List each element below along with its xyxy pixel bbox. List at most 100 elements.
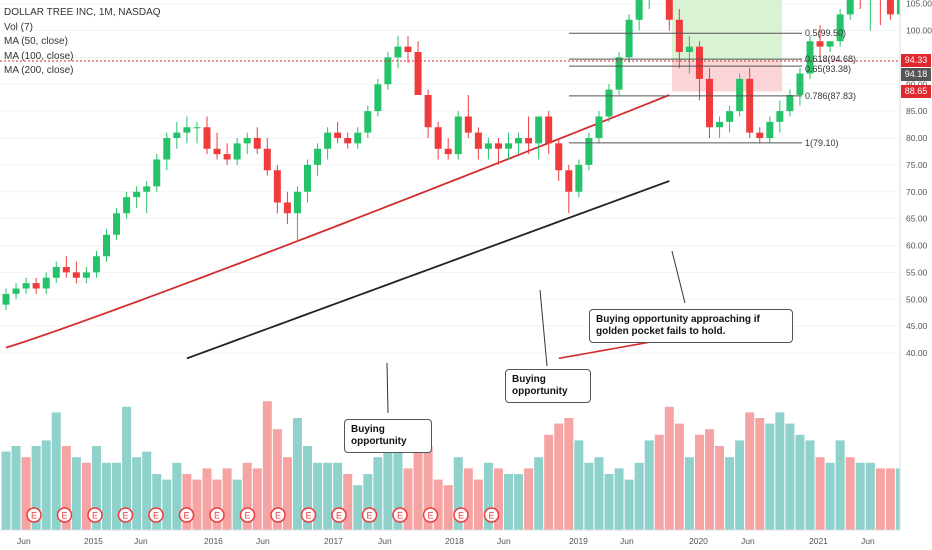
candle-body (454, 116, 462, 155)
price-tick-label: 80.00 (906, 133, 928, 143)
candle-body (183, 127, 191, 133)
candle-body (304, 164, 311, 192)
symbol-title: DOLLAR TREE INC, 1M, NASDAQ (4, 7, 161, 18)
volume-bar (413, 440, 423, 530)
volume-bar (544, 434, 554, 530)
candle-body (535, 116, 543, 144)
time-tick-label: Jun (256, 536, 270, 546)
candle-body (123, 197, 131, 214)
earnings-marker (148, 507, 164, 523)
time-tick-label: Jun (620, 536, 634, 546)
fib-label: 0.65(93.38) (805, 64, 851, 74)
candle-body (474, 132, 482, 149)
earnings-marker (392, 507, 408, 523)
candle-body (103, 234, 110, 257)
candle-body (92, 256, 100, 273)
candle-body (756, 132, 764, 138)
earnings-marker (87, 507, 103, 523)
time-tick-label: 2015 (84, 536, 103, 546)
candle-body (193, 127, 201, 129)
callout-leaders (386, 250, 686, 414)
annotation-buying-opportunity-2[interactable]: Buying opportunity (505, 369, 591, 403)
price-tick-label: 60.00 (906, 241, 928, 251)
volume-bar (102, 462, 111, 530)
time-tick-label: Jun (378, 536, 392, 546)
candle-body (324, 132, 332, 149)
candle-body (334, 132, 342, 138)
volume-bar (91, 446, 101, 530)
indicator-ma-100[interactable]: MA (100, close) (4, 50, 74, 62)
time-axis: Jun 2015 Jun 2016 Jun 2017 Jun 2018 Jun 2019 Jun 20… (0, 529, 900, 546)
volume-bar (875, 468, 885, 530)
candle-body (716, 121, 724, 128)
annotation-golden-pocket[interactable]: Buying opportunity approaching if golden… (589, 309, 793, 343)
candle-body (886, 0, 894, 15)
volume-bar (242, 462, 252, 530)
candle-body (625, 19, 633, 58)
volume-bar (835, 440, 845, 530)
volume-bar (554, 423, 564, 530)
price-tick-label: 40.00 (906, 348, 928, 358)
volume-bar (624, 479, 634, 530)
volume-bar (805, 440, 815, 530)
candle-body (253, 138, 261, 149)
earnings-marker-label: E (458, 511, 464, 521)
candle-body (706, 78, 713, 128)
candle-body (746, 78, 754, 133)
volume-bar (504, 474, 513, 530)
fib-label: 0.786(87.83) (805, 91, 856, 101)
candle-body (42, 277, 50, 289)
candle-body (525, 138, 533, 144)
time-tick-label: 2021 (809, 536, 828, 546)
volume-bar (192, 479, 202, 530)
volume-bar (524, 468, 534, 530)
risk-reward-zones (672, 0, 782, 92)
volume-bar (594, 457, 604, 530)
candle-body (314, 148, 322, 165)
earnings-marker (300, 507, 317, 523)
volume-bar (31, 446, 41, 530)
earnings-marker (422, 507, 439, 523)
earnings-marker (26, 507, 42, 523)
volume-bar (282, 457, 292, 530)
volume-bar (303, 446, 312, 530)
volume-bar (715, 446, 725, 530)
earnings-marker-label: E (31, 511, 37, 521)
candle-body (635, 0, 643, 20)
candle-body (133, 191, 141, 198)
volume-bar (755, 418, 765, 530)
leader-line (386, 362, 389, 414)
candle-body (414, 52, 422, 95)
chart-legend: DOLLAR TREE INC, 1M, NASDAQ Vol (7) MA (… (4, 6, 161, 79)
volume-bar (403, 468, 413, 530)
earnings-marker-label: E (397, 511, 403, 521)
candle-body (464, 116, 472, 133)
candle-body (595, 116, 603, 138)
volume-bar (885, 468, 895, 530)
volume-bar (483, 462, 493, 530)
volume-bar (51, 412, 61, 530)
volume-bar (172, 462, 182, 530)
price-tick-label: 75.00 (906, 160, 928, 170)
annotation-text: Buying opportunity (512, 374, 568, 397)
candle-body (836, 14, 844, 42)
earnings-marker-label: E (61, 511, 67, 521)
candle-body (364, 111, 372, 133)
price-tag: 88.65 (901, 85, 931, 98)
candle-body (615, 57, 623, 90)
earnings-marker-label: E (92, 511, 98, 521)
earnings-marker-label: E (214, 511, 220, 521)
indicator-ma-50[interactable]: MA (50, close) (4, 36, 68, 47)
earnings-marker-label: E (366, 511, 372, 521)
time-tick-label: 2019 (569, 536, 588, 546)
ma-100-line (186, 180, 670, 360)
volume-bar (493, 468, 503, 530)
volume-bar (534, 457, 544, 530)
indicator-ma-200[interactable]: MA (200, close) (4, 65, 74, 76)
annotation-buying-opportunity-1[interactable]: Buying opportunity (344, 419, 432, 453)
volume-bar (694, 434, 704, 530)
volume-bar (644, 440, 654, 530)
indicator-volume[interactable]: Vol (7) (4, 21, 33, 33)
